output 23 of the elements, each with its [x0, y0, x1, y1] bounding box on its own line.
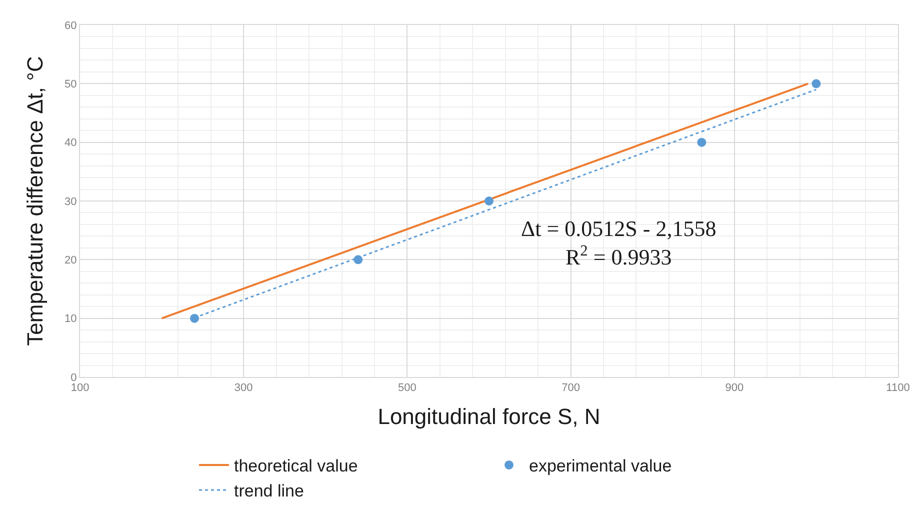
point [697, 138, 706, 147]
y-tick-label: 60 [64, 20, 77, 32]
point [190, 314, 200, 323]
legend-label: experimental value [529, 456, 672, 476]
point [812, 79, 821, 88]
x-tick-label: 100 [70, 382, 90, 394]
y-axis-title: Temperature difference Δt, °C [22, 56, 48, 346]
y-tick-label: 40 [64, 137, 77, 150]
annotation: Δt = 0.0512S - 2,1558 R$^{2}$ = 0.9933 [521, 216, 716, 270]
point [484, 196, 494, 206]
x-tick-label: 900 [725, 382, 744, 394]
y-tick-label: 10 [64, 313, 77, 326]
x-tick-label: 300 [234, 382, 253, 394]
y-tick-label: 0 [70, 372, 77, 384]
legend-label: trend line [234, 482, 304, 501]
y-tick-label: 20 [64, 254, 77, 267]
legend-label: theoretical value [234, 456, 358, 476]
x-tick-label: 1100 [886, 382, 910, 394]
y-tick-label: 50 [64, 78, 77, 91]
y-tick-label: 30 [64, 196, 77, 208]
x-axis-title: Longitudinal force S, N [378, 404, 600, 430]
x-tick-label: 700 [562, 382, 580, 394]
x-tick-label: 500 [398, 382, 416, 394]
